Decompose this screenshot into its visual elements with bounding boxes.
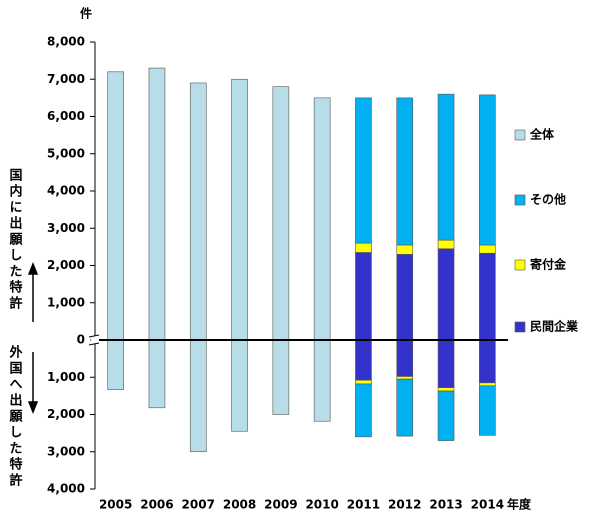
legend-label: 寄付金 — [530, 257, 567, 272]
bar — [479, 385, 496, 436]
y-tick-label: 2,000 — [47, 258, 85, 272]
y-tick-label: 3,000 — [47, 221, 85, 235]
y-tick-label: 2,000 — [47, 407, 85, 421]
bar — [355, 339, 372, 381]
x-tick-label: 2011 — [347, 498, 380, 512]
bar — [479, 94, 496, 246]
bar — [396, 376, 414, 380]
x-tick-label: 2006 — [140, 498, 173, 512]
legend-swatch — [514, 194, 526, 206]
bar — [355, 379, 372, 385]
bar — [189, 82, 207, 341]
axis-break — [88, 334, 100, 338]
axis-break — [91, 336, 99, 344]
foreign-label: 外国へ出願した特許 — [7, 344, 24, 489]
bar — [313, 97, 331, 341]
axis-break — [88, 342, 100, 346]
y-unit: 件 — [80, 6, 92, 21]
y-tick-label: 1,000 — [47, 295, 85, 309]
y-tick-label: 5,000 — [47, 146, 85, 160]
bar — [272, 86, 290, 341]
bar — [437, 339, 455, 388]
bar — [479, 252, 496, 341]
bar — [313, 339, 331, 422]
y-tick-label: 4,000 — [47, 184, 85, 198]
bar — [148, 67, 166, 341]
y-tick-label: 3,000 — [47, 444, 85, 458]
bar — [355, 242, 372, 253]
legend-label: 民間企業 — [530, 319, 579, 334]
x-tick-label: 2005 — [99, 498, 132, 512]
x-tick-label: 2007 — [182, 498, 215, 512]
bar — [396, 244, 414, 255]
legend-swatch — [514, 321, 526, 333]
legend-label: その他 — [530, 192, 566, 207]
bar — [396, 254, 414, 341]
y-tick-label: 1,000 — [47, 370, 85, 384]
y-tick-label: 4,000 — [47, 482, 85, 496]
x-tick-label: 2013 — [429, 498, 462, 512]
x-tick-label: 2014 — [471, 498, 504, 512]
legend-label: 全体 — [529, 127, 555, 142]
bar — [437, 239, 455, 250]
bar — [272, 339, 290, 415]
y-tick-label: 8,000 — [47, 35, 85, 49]
y-tick-label: 7,000 — [47, 72, 85, 86]
domestic-label: 国内に出願した特許 — [7, 168, 23, 312]
x-tick-label: 2008 — [223, 498, 256, 512]
bar — [437, 387, 455, 392]
x-tick-label: 2010 — [305, 498, 338, 512]
x-tick-label: 2012 — [388, 498, 421, 512]
legend-swatch — [514, 259, 526, 271]
bar — [479, 382, 496, 387]
bar — [396, 97, 414, 246]
bar — [231, 339, 248, 432]
arrows — [27, 261, 39, 415]
x-unit: 年度 — [507, 497, 532, 512]
bar — [107, 339, 124, 390]
bar — [437, 93, 455, 241]
bar — [479, 244, 496, 254]
bar — [189, 339, 207, 453]
bar — [231, 78, 248, 341]
bar — [355, 383, 372, 438]
bar — [107, 71, 124, 341]
legend-swatch — [514, 129, 526, 141]
bar — [355, 97, 372, 244]
bar — [148, 339, 166, 409]
y-tick-label: 0 — [77, 333, 85, 347]
bar — [396, 339, 414, 377]
x-tick-label: 2009 — [264, 498, 297, 512]
bar — [437, 248, 455, 341]
bar — [355, 252, 372, 341]
bar — [479, 339, 496, 384]
bar — [396, 378, 414, 437]
y-tick-label: 6,000 — [47, 109, 85, 123]
bar — [437, 390, 455, 441]
